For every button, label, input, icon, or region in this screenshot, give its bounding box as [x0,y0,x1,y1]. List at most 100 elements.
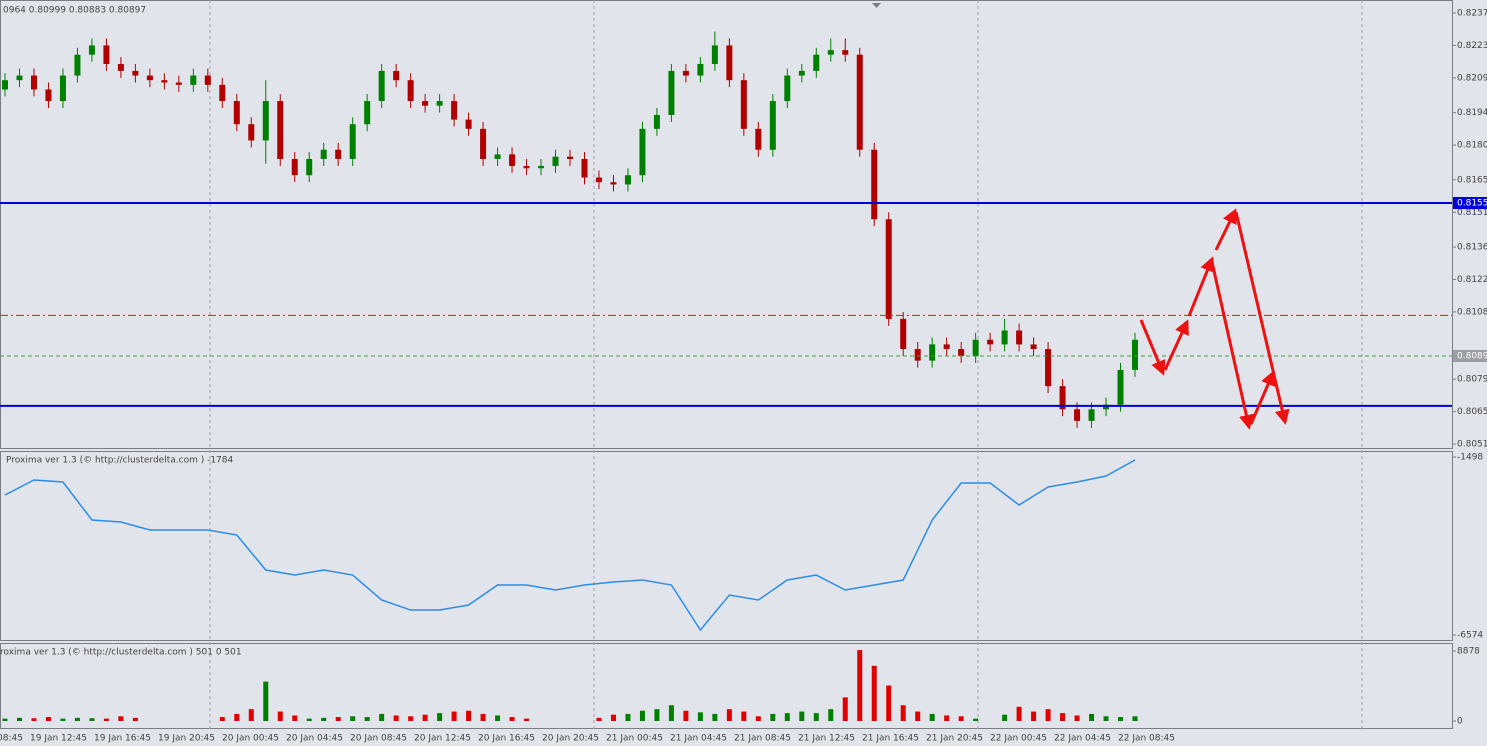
y-tick-label: 0.8108 [1457,307,1487,317]
candle-body [248,124,255,141]
level-tag-label: 0.8155 [1457,199,1487,209]
volume-bar [610,714,616,721]
volume-bar [234,713,240,721]
candle-body [1103,404,1110,410]
candle-body [624,175,631,185]
volume-bar [31,718,37,721]
volume-bar [263,681,269,721]
candle-body [610,182,617,185]
candle-body [335,149,342,159]
candle-body [567,156,573,159]
y-tick-label: 0.8151 [1457,208,1487,218]
candle-body [697,63,704,76]
candle-body [740,80,747,129]
candle-body [422,101,429,106]
candle-body [914,349,921,361]
candle-body [595,177,602,183]
volume-bar [755,716,761,721]
volume-bar [726,709,732,721]
volume-bar [813,713,819,721]
volume-bar [944,715,950,721]
candle-body [972,339,979,356]
volume-bar [784,713,790,721]
y-tick-label: 0.8223 [1457,41,1487,51]
candle-body [190,75,197,85]
candle-body [74,54,81,76]
volume-bar [915,711,921,721]
candle-body [755,128,762,150]
candle-body [639,128,646,176]
shift-marker [872,3,881,8]
y-tick-label: 0.8122 [1457,275,1487,285]
volume-bar [2,718,8,721]
candle-body [407,80,414,102]
volume-bar [89,718,95,721]
volume-bar [350,716,356,721]
candle-body [1074,409,1081,421]
candle-body [393,70,400,81]
candle-body [552,156,559,166]
volume-bar [1045,709,1051,721]
candle-body [291,158,298,176]
candle-body [726,45,733,81]
volume-bar [1002,714,1008,721]
y-tick-label: 0.8194 [1457,108,1487,118]
x-tick-label: 20 Jan 04:45 [286,734,343,744]
x-tick-label: 20 Jan 16:45 [478,734,535,744]
volume-bar [16,717,22,721]
volume-bar [625,713,631,721]
candle-body [885,219,892,319]
x-tick-label: 21 Jan 08:45 [734,734,791,744]
x-tick-label: 22 Jan 04:45 [1054,734,1111,744]
day-separators [209,0,1363,729]
volume-bar [321,717,327,721]
candle-body [538,165,545,169]
volume-bar [379,713,385,721]
candle-body [364,101,371,125]
candle-body [581,158,588,178]
candle-body [262,101,269,141]
x-tick-label: 19 Jan 20:45 [158,734,215,744]
price-header: 0964 0.80999 0.80883 0.80897 [3,6,146,16]
arrow [1234,211,1290,425]
candle-body [769,101,776,150]
candle-body [132,70,139,76]
candle-body [1059,386,1066,410]
volume-bar [1089,713,1095,721]
y-tick-label: 0 [1457,716,1463,726]
candle-body [784,75,791,102]
y-tick-label: 0.8065 [1457,407,1487,417]
volume-bar [1132,716,1138,721]
candle-body [900,318,907,350]
volume-bar [480,713,486,721]
volume-bar [973,718,979,721]
candle-body [2,80,8,90]
candle-body [1045,349,1052,387]
candle-body [711,45,718,64]
volume-bar [277,711,283,721]
candle-body [378,70,385,102]
candle-body [306,158,313,176]
candle-body [1117,369,1124,405]
candle-body [204,75,211,85]
volume-bar [886,685,892,721]
candle-body [1132,339,1138,370]
volume-bar [799,711,805,721]
volume-bar [871,665,877,721]
indicator-pane [0,451,1453,641]
volume-bar [306,718,312,721]
volume-bar [1103,716,1109,721]
candle-body [45,89,52,102]
candle-body [219,84,226,102]
y-tick-label: 0.8051 [1457,440,1487,450]
y-tick-label: -6574 [1457,631,1483,641]
candle-body [653,114,660,129]
x-tick-label: 22 Jan 00:45 [990,734,1047,744]
candle-body [827,50,834,55]
x-tick-label: 21 Jan 16:45 [862,734,919,744]
volume-title: roxima ver 1.3 (© http://clusterdelta.co… [0,648,242,658]
volume-bar [929,713,935,721]
x-tick-label: 20 Jan 20:45 [542,734,599,744]
candle-body [987,339,994,345]
candle-body [161,80,168,83]
